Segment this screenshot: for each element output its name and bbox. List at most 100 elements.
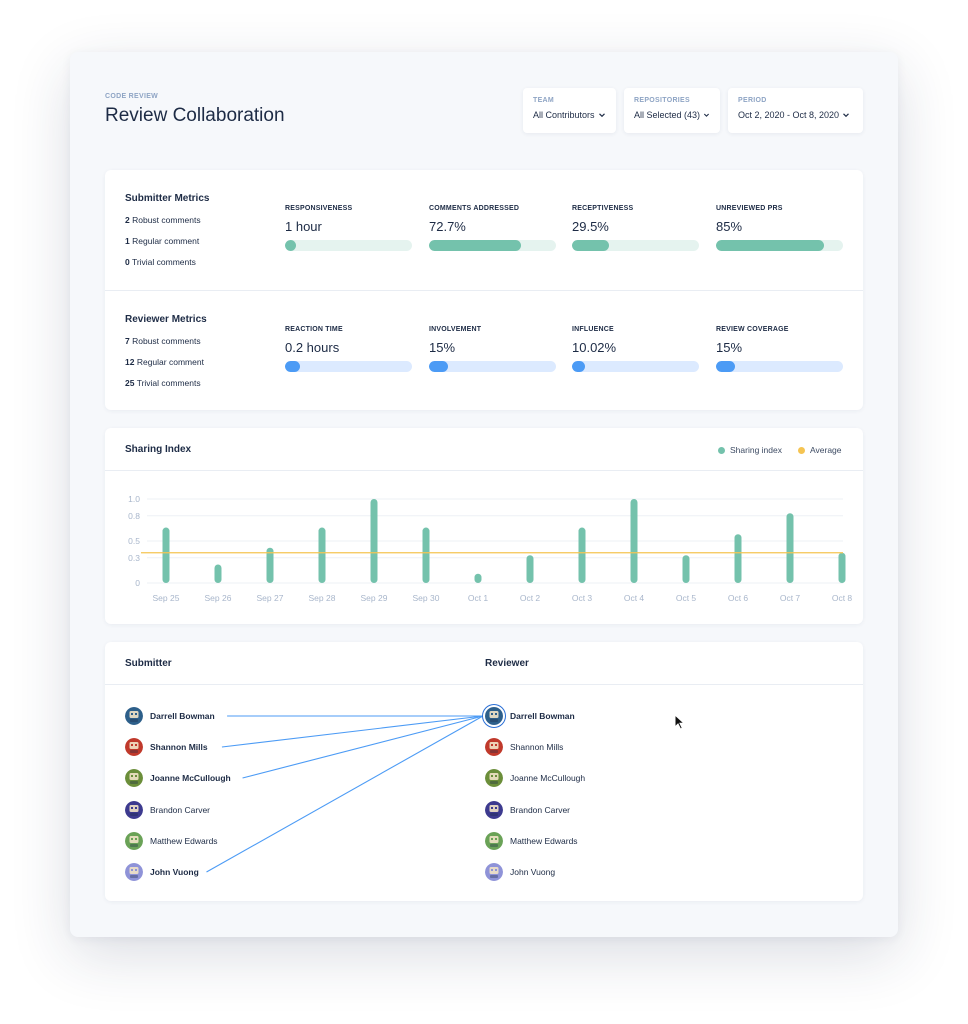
page-title: Review Collaboration <box>105 105 285 126</box>
metric-progress-bar <box>572 361 699 372</box>
metric-progress-bar <box>572 240 699 251</box>
metric-reaction-time: REACTION TIME 0.2 hours <box>285 326 412 372</box>
metric-count-row: 25 Trivial comments <box>125 378 201 388</box>
robot-avatar-olive-icon <box>125 832 143 850</box>
reviewer-darrell-bowman[interactable]: Darrell Bowman <box>485 707 575 725</box>
metric-review-coverage: REVIEW COVERAGE 15% <box>716 326 843 372</box>
metric-comments-addressed: COMMENTS ADDRESSED 72.7% <box>429 205 556 251</box>
metric-label: REACTION TIME <box>285 326 343 333</box>
x-tick-label: Oct 2 <box>520 593 541 603</box>
reviewer-metrics: Reviewer Metrics 7 Robust comments 12 Re… <box>105 290 863 410</box>
robot-avatar-olive-icon <box>485 832 503 850</box>
metric-value: 10.02% <box>572 340 617 355</box>
bar[interactable] <box>734 534 742 583</box>
metric-label: RECEPTIVENESS <box>572 205 634 212</box>
collaboration-header: Submitter Reviewer <box>105 642 863 685</box>
metric-progress-bar <box>429 240 556 251</box>
x-tick-label: Oct 7 <box>780 593 801 603</box>
x-tick-label: Sep 26 <box>205 593 232 603</box>
x-tick-label: Sep 30 <box>413 593 440 603</box>
reviewer-metrics-title: Reviewer Metrics <box>125 314 207 325</box>
period-filter[interactable]: PERIOD Oct 2, 2020 - Oct 8, 2020 <box>728 88 863 133</box>
x-tick-label: Oct 6 <box>728 593 749 603</box>
submitter-metrics: Submitter Metrics 2 Robust comments 1 Re… <box>105 170 863 290</box>
bar[interactable] <box>786 513 794 583</box>
metric-progress-bar <box>285 240 412 251</box>
chart-title: Sharing Index <box>125 444 192 455</box>
y-tick-label: 0 <box>135 578 140 588</box>
submitter-darrell-bowman[interactable]: Darrell Bowman <box>125 707 215 725</box>
submitter-brandon-carver[interactable]: Brandon Carver <box>125 801 210 819</box>
bar[interactable] <box>526 555 534 583</box>
metric-progress-bar <box>285 361 412 372</box>
x-tick-label: Sep 27 <box>257 593 284 603</box>
bar[interactable] <box>578 527 586 583</box>
reviewer-brandon-carver[interactable]: Brandon Carver <box>485 801 570 819</box>
person-name: Joanne McCullough <box>510 773 586 783</box>
metric-count-row: 7 Robust comments <box>125 336 201 346</box>
legend-dot <box>718 446 725 454</box>
collaboration-link <box>242 715 484 779</box>
team-filter-value: All Contributors <box>533 110 595 120</box>
team-filter[interactable]: TEAM All Contributors <box>523 88 616 133</box>
bar[interactable] <box>838 552 846 583</box>
person-name: John Vuong <box>150 867 199 877</box>
chevron-down-icon <box>703 113 710 117</box>
reviewer-joanne-mccullough[interactable]: Joanne McCullough <box>485 769 585 787</box>
legend-average[interactable]: Average <box>798 445 842 455</box>
metric-count-row: 0 Trivial comments <box>125 257 196 267</box>
person-name: Joanne McCullough <box>150 773 231 783</box>
x-tick-label: Oct 4 <box>624 593 645 603</box>
y-tick-label: 0.3 <box>128 553 140 563</box>
metric-count-row: 12 Regular comment <box>125 357 204 367</box>
y-tick-label: 0.5 <box>128 536 140 546</box>
collaboration-card: Submitter Reviewer Darrell Bowman Shannon… <box>105 642 863 901</box>
metric-progress-fill <box>429 361 449 372</box>
person-name: Shannon Mills <box>150 742 208 752</box>
chevron-down-icon <box>598 113 605 118</box>
person-name: Matthew Edwards <box>150 836 218 846</box>
bar[interactable] <box>422 527 430 583</box>
metric-progress-bar <box>716 240 843 251</box>
reviewer-matthew-edwards[interactable]: Matthew Edwards <box>485 832 578 850</box>
bar[interactable] <box>266 547 274 583</box>
person-name: Brandon Carver <box>150 805 211 815</box>
period-filter-label: PERIOD <box>738 97 767 104</box>
robot-avatar-navy-icon <box>125 707 143 725</box>
bar[interactable] <box>162 527 170 583</box>
y-tick-label: 0.8 <box>128 511 140 521</box>
reviewer-column-title: Reviewer <box>485 658 529 669</box>
metric-count-row: 2 Robust comments <box>125 215 201 225</box>
submitter-john-vuong[interactable]: John Vuong <box>125 863 199 881</box>
person-name: Darrell Bowman <box>510 711 575 721</box>
reviewer-shannon-mills[interactable]: Shannon Mills <box>485 738 563 756</box>
legend-dot <box>798 446 805 454</box>
robot-avatar-green-icon <box>125 769 143 787</box>
submitter-metrics-title: Submitter Metrics <box>125 193 210 204</box>
metric-value: 72.7% <box>429 219 466 234</box>
period-filter-value: Oct 2, 2020 - Oct 8, 2020 <box>738 110 840 120</box>
metric-value: 1 hour <box>285 219 322 234</box>
metric-unreviewed-prs: UNREVIEWED PRS 85% <box>716 205 843 251</box>
metric-label: REVIEW COVERAGE <box>716 326 789 333</box>
bar[interactable] <box>318 527 326 583</box>
chevron-down-icon <box>843 113 849 118</box>
legend-sharing-index[interactable]: Sharing index <box>718 445 782 455</box>
submitter-joanne-mccullough[interactable]: Joanne McCullough <box>125 769 231 787</box>
bar[interactable] <box>214 564 222 583</box>
bar[interactable] <box>474 573 482 583</box>
submitter-matthew-edwards[interactable]: Matthew Edwards <box>125 832 218 850</box>
repositories-filter[interactable]: REPOSITORIES All Selected (43) <box>624 88 720 133</box>
reviewer-john-vuong[interactable]: John Vuong <box>485 863 555 881</box>
bar[interactable] <box>630 499 638 583</box>
robot-avatar-purple-icon <box>485 801 503 819</box>
metric-involvement: INVOLVEMENT 15% <box>429 326 556 372</box>
mouse-cursor-icon <box>674 714 686 730</box>
sharing-index-chart: 0 0.3 0.5 0.8 1.0 Sep 25 Sep 26 Sep 27 Sep 28 Sep… <box>128 494 852 603</box>
team-filter-label: TEAM <box>533 97 555 104</box>
bar[interactable] <box>682 555 690 583</box>
submitter-shannon-mills[interactable]: Shannon Mills <box>125 738 208 756</box>
robot-avatar-lavender-icon <box>125 863 143 881</box>
section-eyebrow: CODE REVIEW <box>105 93 159 100</box>
bar[interactable] <box>370 499 378 583</box>
